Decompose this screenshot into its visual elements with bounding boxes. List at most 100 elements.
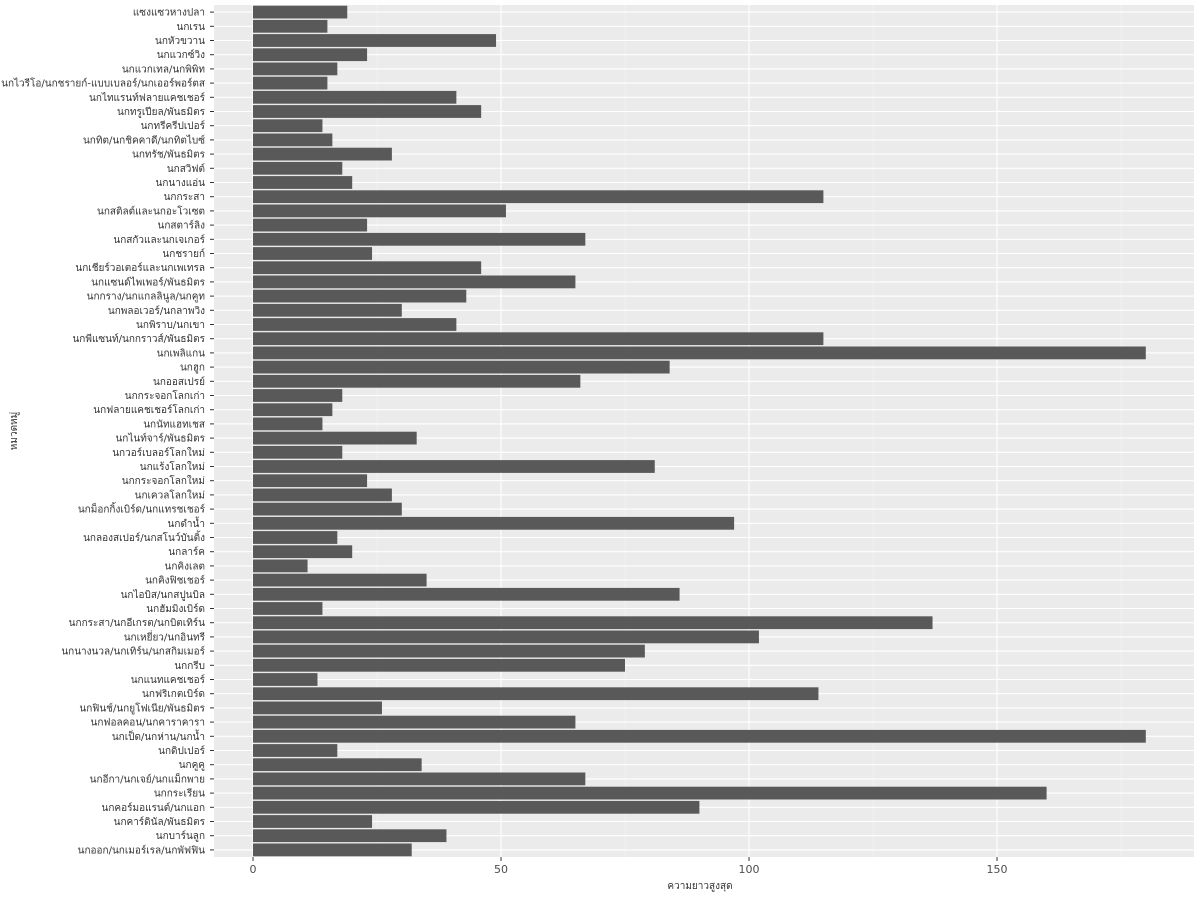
category-label: นกแวกซ์วิง — [157, 49, 205, 61]
bar — [253, 19, 328, 33]
category-label: นกกระจอกโลกใหม่ — [122, 474, 205, 487]
bar — [253, 602, 323, 615]
bar — [253, 147, 392, 161]
bar — [253, 772, 586, 786]
bar — [253, 62, 338, 76]
x-axis-title: ความยาวสูงสุด — [667, 881, 732, 892]
category-label: นกคิงเลต — [164, 561, 205, 572]
category-label: นกบาร์นลูก — [156, 830, 205, 842]
bar — [253, 34, 497, 47]
category-label: นกฟินช์/นกยูโฟเนีย/พันธมิตร — [79, 701, 205, 714]
bar — [253, 474, 368, 488]
bar — [253, 744, 338, 757]
bar — [253, 815, 373, 828]
bar — [253, 318, 457, 331]
category-label: นกม็อกกิ้งเบิร์ด/นกแทรชเชอร์ — [78, 502, 206, 516]
category-label: นกอีกา/นกเจย์/นกแม็กพาย — [90, 771, 205, 785]
category-label: นกคูคู — [179, 760, 205, 771]
plot-panel — [214, 5, 1194, 857]
bar — [253, 673, 318, 686]
x-axis-ticks: 0 50 100 150 — [250, 857, 1008, 876]
category-label: นกคอร์มอแรนต์/นกแอก — [102, 802, 205, 814]
category-label: นกนัทแฮทเชส — [143, 419, 205, 430]
bar — [253, 587, 680, 601]
category-label: นกวอร์เบลอร์โลกใหม่ — [112, 446, 205, 459]
bar — [253, 701, 382, 715]
bar — [253, 786, 1047, 800]
category-label: นกไอบิส/นกสปูนบิล — [121, 589, 205, 601]
bar — [253, 488, 392, 502]
category-label: นกเป็ด/นกห่าน/นกน้ำ — [112, 729, 205, 743]
x-tick-label: 150 — [987, 863, 1008, 876]
bar — [253, 90, 457, 104]
bar — [253, 389, 343, 402]
category-label: นกเชียร์วอเตอร์และนกเพเทรล — [75, 262, 205, 274]
category-label: นกไวรีโอ/นกชรายก์-แบบเบลอร์/นกเออร์พอร์ต… — [1, 77, 205, 90]
bar — [253, 360, 670, 374]
bar — [253, 105, 482, 118]
category-label: นกฟอลคอน/นกคาราคารา — [91, 718, 205, 729]
category-label: นกชรายก์ — [162, 248, 205, 260]
bar — [253, 729, 1146, 743]
category-label: นกฮูก — [180, 363, 205, 374]
category-label: นกแวกเทล/นกพิพิท — [122, 64, 205, 75]
bar — [253, 218, 368, 232]
category-label: นกทรูเปียล/พันธมิตร — [117, 106, 206, 118]
category-label: นกลองสเปอร์/นกสโนว์บันติ้ง — [83, 530, 205, 544]
category-label: นกสติลต์และนกอะโวเซต — [97, 204, 205, 217]
category-label: นกหัวขวาน — [155, 36, 205, 47]
bar — [253, 516, 735, 530]
bar — [253, 687, 819, 701]
category-label: นกเหยี่ยว/นกอินทรี — [124, 629, 206, 643]
category-label: นกไนท์จาร์/พันธมิตร — [115, 433, 205, 445]
category-label: นกลาร์ค — [168, 546, 205, 558]
category-label: นกคาร์ดินัล/พันธมิตร — [114, 816, 206, 828]
category-label: นกไทแรนท์ฟลายแคชเชอร์ — [89, 92, 206, 104]
category-label: นกดิปเปอร์ — [158, 745, 206, 757]
category-labels: แซงแซวหางปลานกเรนนกหัวขวานนกแวกซ์วิงนกแว… — [1, 8, 214, 856]
bar — [253, 658, 625, 672]
category-label: นกแซนด์ไพเพอร์/พันธมิตร — [91, 276, 205, 288]
bar — [253, 275, 576, 289]
bar — [253, 502, 402, 516]
category-label: นกกระสา — [164, 192, 205, 203]
category-label: นกทรัช/พันธมิตร — [132, 150, 206, 161]
category-label: นกแนทแคชเชอร์ — [131, 674, 206, 686]
bar — [253, 460, 655, 473]
category-label: นกทรีครีปเปอร์ — [141, 120, 206, 132]
bar — [253, 303, 402, 317]
bar — [253, 261, 482, 275]
bar — [253, 5, 348, 19]
bar — [253, 843, 412, 857]
bar — [253, 559, 308, 573]
x-tick-label: 50 — [494, 863, 508, 876]
bar — [253, 758, 422, 772]
category-label: นกสวิฟต์ — [167, 163, 205, 175]
bar — [253, 644, 645, 658]
bar — [253, 403, 333, 417]
category-label: แซงแซวหางปลา — [133, 8, 205, 19]
category-label: นกทิต/นกชิคคาดี/นกทิตไบซ์ — [83, 134, 205, 146]
category-label: นกเควลโลกใหม่ — [135, 488, 205, 501]
bar — [253, 332, 824, 346]
y-axis-title: หมวดหมู่ — [9, 412, 20, 450]
category-label: นกฮัมมิงเบิร์ด — [146, 603, 205, 615]
category-label: นกออสเปรย์ — [153, 376, 205, 388]
category-label: นกพลอเวอร์/นกลาพวิง — [108, 305, 205, 317]
category-label: นกสตาร์ลิง — [158, 220, 206, 232]
category-label: นกกระจอกโลกเก่า — [125, 389, 205, 402]
bar — [253, 374, 581, 388]
category-label: นกเรน — [176, 22, 205, 33]
x-tick-label: 0 — [250, 863, 257, 876]
bar — [253, 133, 333, 147]
bar — [253, 204, 506, 218]
category-label: นกนางนวล/นกเทิร์น/นกสกิมเมอร์ — [61, 646, 205, 658]
category-label: นกกรีบ — [174, 660, 205, 672]
category-label: นกสกัวและนกเจเกอร์ — [113, 234, 205, 246]
category-label: นกกระเรียน — [154, 788, 205, 800]
category-label: นกฟริเกตเบิร์ด — [142, 688, 205, 700]
category-label: นกเพลิแกน — [157, 348, 206, 359]
bar — [253, 573, 427, 587]
bar — [253, 531, 338, 544]
